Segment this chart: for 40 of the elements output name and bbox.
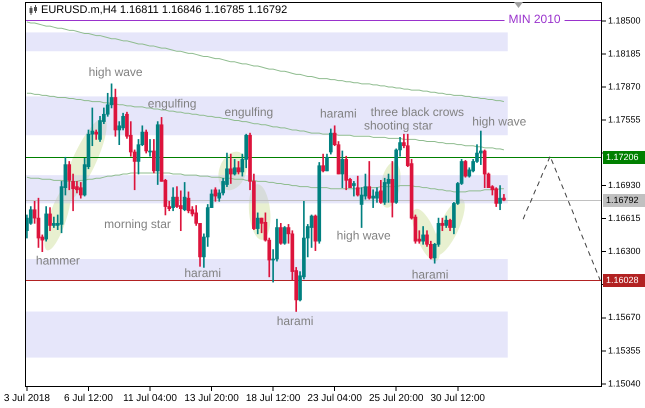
y-tick-label: 1.17555 [608,114,641,124]
x-tick-label: 11 Jul 04:00 [123,392,178,404]
annotation: morning star [104,217,171,232]
annotation: shooting star [364,118,433,132]
annotation: high wave [472,114,527,128]
y-tick-label: 1.17870 [608,81,641,92]
annotation: MIN 2010 [508,12,561,26]
ref-line-label: 1.16792 [606,194,639,205]
annotation: high wave [336,228,392,242]
y-tick-label: 1.15355 [608,345,641,356]
annotation: harami [320,106,357,120]
annotation: high wave [88,65,143,80]
y-tick-label: 1.16300 [608,246,641,256]
x-tick-label: 3 Jul 2018 [4,392,50,404]
y-tick-label: 1.15670 [608,312,641,322]
candlestick [148,139,152,157]
x-tick-label: 6 Jul 12:00 [64,392,114,404]
line-series [522,156,601,280]
annotation: three black crows [370,105,464,120]
x-tick-label: 30 Jul 12:00 [430,392,486,404]
y-tick-label: 1.18185 [608,48,641,58]
annotation: harami [412,267,448,282]
x-tick-label: 25 Jul 20:00 [368,392,424,404]
candlestick [386,174,390,203]
x-tick-label: 13 Jul 20:00 [184,392,240,404]
y-tick-label: 1.16930 [608,180,641,190]
x-tick-label: 18 Jul 12:00 [246,392,301,404]
annotation: engulfing [148,96,196,110]
annotation: harami [276,314,314,328]
annotation: engulfing [224,105,274,120]
ref-line-label: 1.17206 [606,152,639,162]
y-tick-label: 1.18500 [608,15,641,26]
x-tick-label: 23 Jul 04:00 [307,392,362,404]
chart-title: EURUSD.m,H4 1.16811 1.16846 1.16785 1.16792 [41,4,288,17]
y-tick-label: 1.15040 [608,378,641,388]
ref-line-label: 1.16028 [606,274,639,285]
annotation: harami [184,266,222,280]
annotation: hammer [36,253,80,268]
y-tick-label: 1.16615 [608,213,641,224]
candlestick [498,185,502,210]
